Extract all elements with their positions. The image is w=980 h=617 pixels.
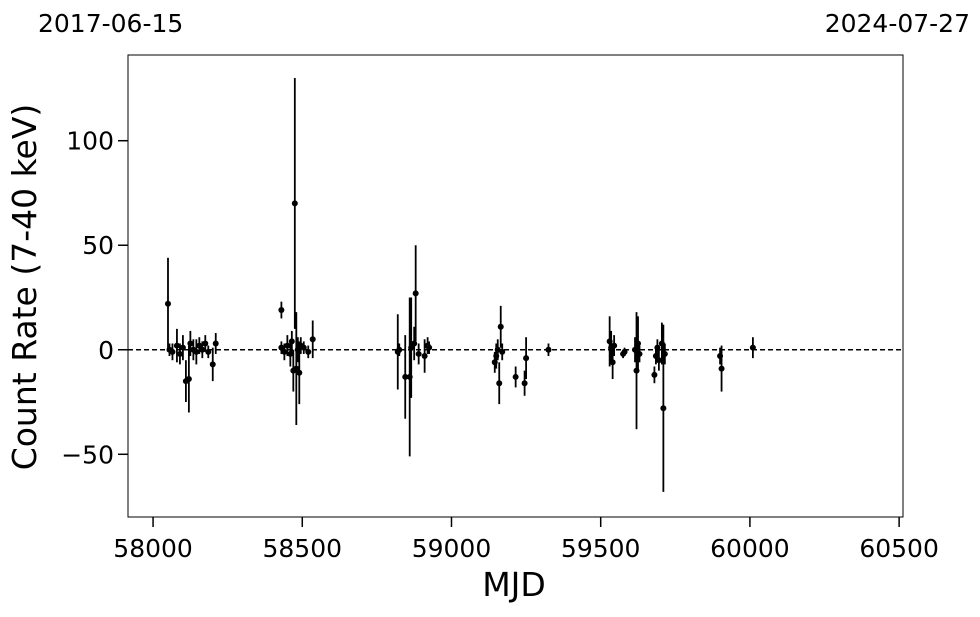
data-point: [651, 371, 658, 378]
data-point: [287, 350, 294, 357]
data-point: [205, 348, 212, 355]
data-point: [661, 350, 668, 357]
x-tick-label: 59000: [412, 534, 492, 563]
start-date-label: 2017-06-15: [38, 9, 183, 38]
data-point: [193, 348, 200, 355]
data-point: [609, 359, 616, 366]
y-tick-label: 0: [98, 336, 114, 365]
data-point: [196, 342, 203, 349]
x-tick-label: 58500: [263, 534, 343, 563]
x-axis-label: MJD: [482, 565, 546, 604]
data-point: [412, 290, 419, 297]
data-point: [660, 405, 667, 412]
data-point: [494, 346, 501, 353]
data-point: [179, 344, 186, 351]
data-point: [199, 346, 206, 353]
data-point: [521, 380, 528, 387]
data-point: [621, 348, 628, 355]
data-point: [402, 373, 409, 380]
data-point: [278, 344, 285, 351]
y-axis-label: Count Rate (7-40 keV): [5, 104, 44, 471]
data-point: [296, 369, 303, 376]
data-point: [209, 361, 216, 368]
x-tick-label: 60500: [859, 534, 939, 563]
data-point: [309, 336, 316, 343]
data-point: [654, 344, 661, 351]
data-point: [176, 350, 183, 357]
data-point: [496, 380, 503, 387]
end-date-label: 2024-07-27: [825, 9, 970, 38]
plot-frame: [127, 54, 904, 518]
data-point: [278, 307, 285, 314]
data-point: [281, 348, 288, 355]
data-point: [305, 348, 312, 355]
data-point: [408, 344, 415, 351]
data-point: [497, 323, 504, 330]
data-point: [187, 340, 194, 347]
data-point: [411, 340, 418, 347]
x-tick-label: 59500: [561, 534, 641, 563]
data-point: [284, 342, 291, 349]
data-point: [300, 344, 307, 351]
data-point: [164, 300, 171, 307]
data-point: [202, 340, 209, 347]
data-point: [396, 346, 403, 353]
data-point: [421, 353, 428, 360]
data-point: [749, 344, 756, 351]
data-point: [426, 344, 433, 351]
data-point: [293, 365, 300, 372]
data-point: [499, 348, 506, 355]
y-tick-label: 100: [66, 127, 114, 156]
data-point: [173, 342, 180, 349]
y-tick-label: 50: [82, 231, 114, 260]
data-point: [291, 200, 298, 207]
data-point: [611, 342, 618, 349]
x-tick-label: 60000: [710, 534, 790, 563]
data-point: [415, 350, 422, 357]
data-point: [636, 350, 643, 357]
data-point: [718, 365, 725, 372]
data-point: [655, 357, 662, 364]
data-point: [545, 346, 552, 353]
data-point: [212, 340, 219, 347]
data-point: [512, 373, 519, 380]
data-point: [288, 338, 295, 345]
data-point: [185, 376, 192, 383]
y-tick-label: −50: [61, 440, 114, 469]
x-tick-label: 58000: [113, 534, 193, 563]
data-point: [169, 348, 176, 355]
data-point: [523, 355, 530, 362]
data-point: [635, 340, 642, 347]
